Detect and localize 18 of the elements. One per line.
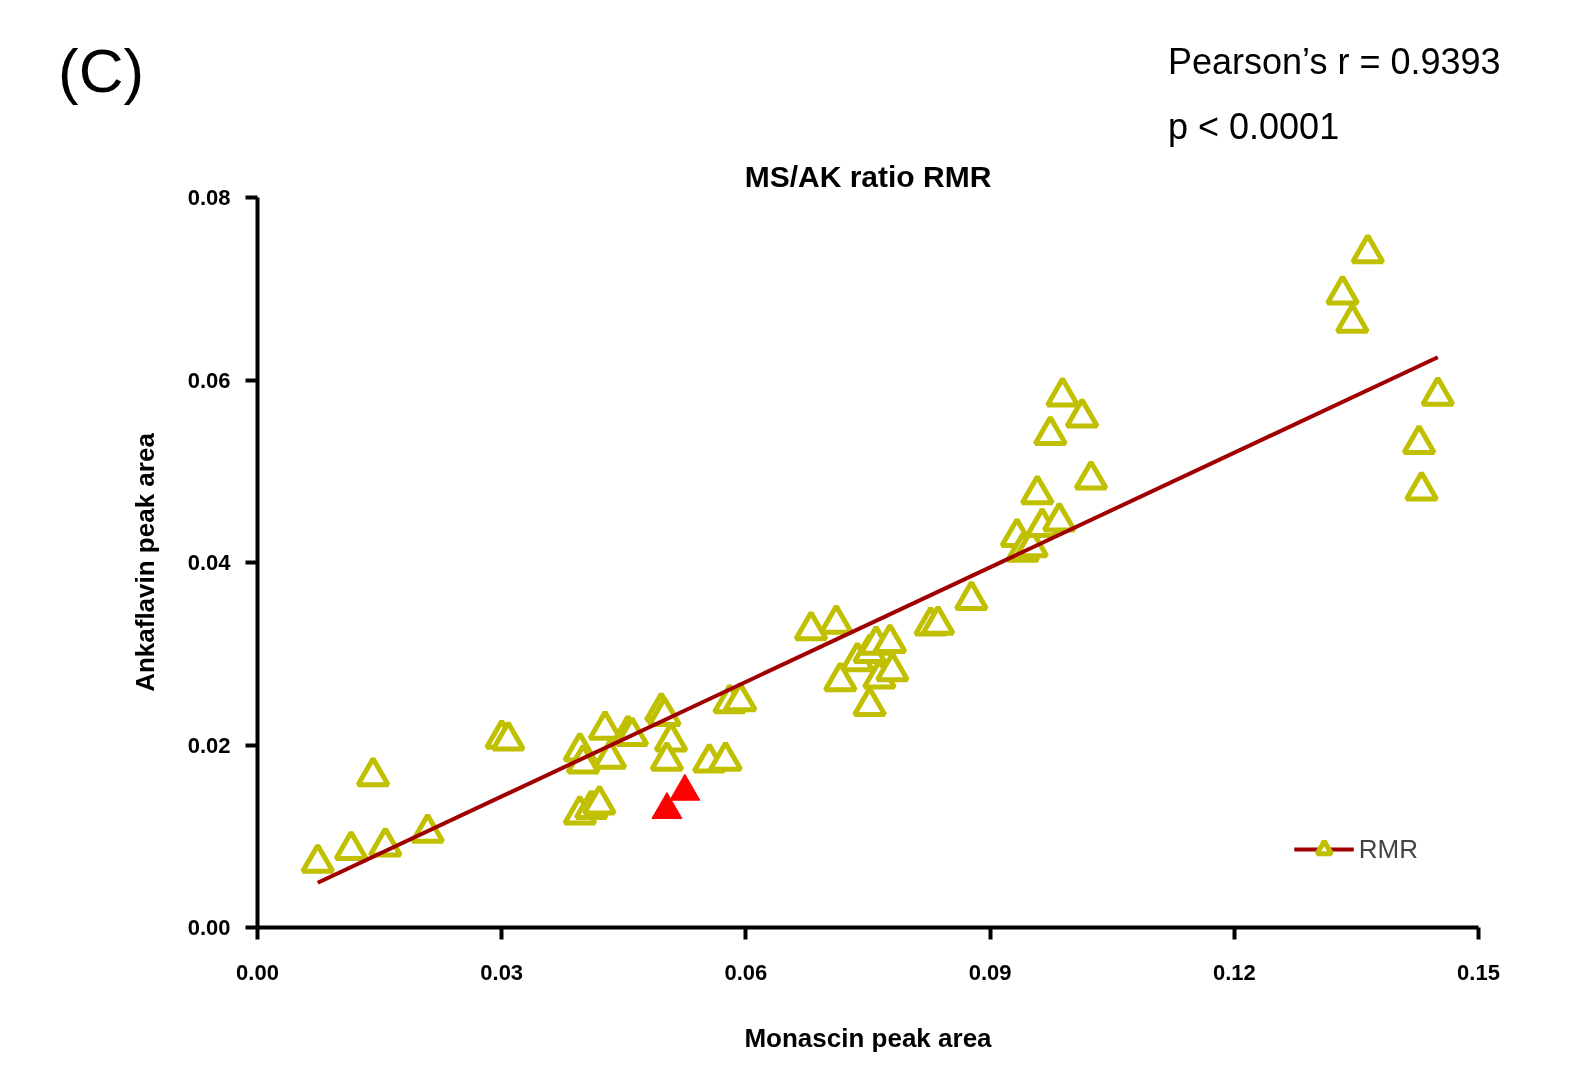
x-axis-title: Monascin peak area [744, 1022, 993, 1053]
y-tick-label: 0.04 [187, 550, 232, 575]
text: Pearson’s r = 0.9393 [1168, 41, 1501, 82]
x-tick-label: 0.06 [724, 959, 768, 985]
x-tick-label: 0.03 [480, 959, 524, 985]
text: (C) [58, 36, 145, 106]
y-tick-label: 0.06 [187, 367, 231, 393]
y-tick-label: 0.00 [187, 915, 231, 940]
y-tick-label: 0.02 [187, 732, 231, 758]
legend-label: RMR [1358, 833, 1418, 865]
x-tick-label: 0.15 [1457, 959, 1500, 985]
x-tick-label: 0.09 [968, 959, 1012, 985]
x-tick-label: 0.12 [1212, 959, 1256, 985]
y-axis-title: Ankaflavin peak area [129, 432, 160, 692]
chart-title: MS/AK ratio RMR [744, 159, 992, 193]
x-tick-label: 0.00 [236, 959, 279, 985]
y-tick-label: 0.08 [187, 185, 231, 210]
text: p < 0.0001 [1168, 106, 1340, 147]
